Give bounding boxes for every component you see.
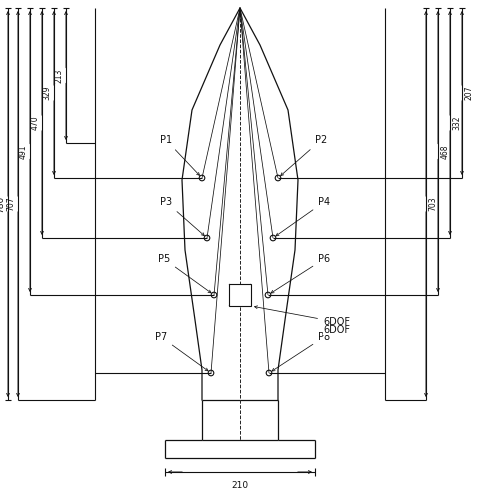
Text: P5: P5 [158,254,211,293]
Text: 332: 332 [453,116,461,130]
Text: 6DOF: 6DOF [254,306,350,327]
Text: P1: P1 [160,135,200,175]
Text: P6: P6 [271,254,330,293]
Text: 207: 207 [465,86,473,100]
Text: 707: 707 [7,196,15,212]
Text: 329: 329 [43,86,51,100]
Text: 703: 703 [429,196,437,212]
Text: 213: 213 [55,68,63,82]
Text: 468: 468 [441,144,449,159]
Text: 470: 470 [31,116,39,130]
Text: P2: P2 [281,135,327,175]
Text: 780: 780 [0,196,5,212]
Text: 491: 491 [19,144,27,159]
Text: P4: P4 [276,197,330,236]
Text: P7: P7 [155,332,208,371]
Text: 6DOF: 6DOF [323,325,350,335]
Text: 210: 210 [231,481,249,490]
Text: P3: P3 [160,197,204,235]
Bar [229,284,251,306]
Text: P8: P8 [272,332,330,371]
